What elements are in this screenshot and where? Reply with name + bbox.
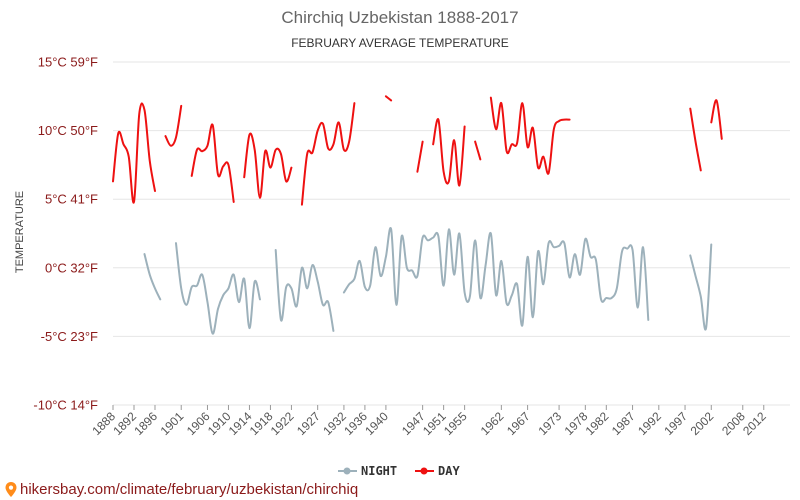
series-night-line — [689, 243, 713, 331]
series-day-line — [300, 102, 356, 206]
legend-night-marker — [343, 467, 351, 475]
y-tick-label: -5°C 23°F — [41, 329, 98, 344]
series-day-line — [416, 140, 424, 173]
series-day-line — [710, 99, 723, 140]
legend-night-label: NIGHT — [361, 464, 397, 478]
series-day-line — [164, 104, 183, 147]
series-day — [112, 95, 723, 206]
series-day-line — [474, 140, 482, 161]
x-tick-label: 1973 — [535, 409, 564, 438]
series-day-line — [384, 95, 393, 102]
series-night-line — [143, 253, 162, 301]
x-tick-label: 1962 — [478, 409, 507, 438]
series-night-line — [342, 226, 650, 327]
x-tick-label: 2002 — [688, 409, 717, 438]
location-pin-icon — [5, 482, 17, 497]
grid — [113, 61, 790, 406]
source-url[interactable]: hikersbay.com/climate/february/uzbekista… — [20, 481, 358, 498]
plot-area — [112, 95, 723, 335]
y-tick-label: 10°C 50°F — [38, 123, 98, 138]
chart-title: Chirchiq Uzbekistan 1888-2017 — [281, 8, 518, 27]
x-tick-label: 1955 — [441, 409, 470, 438]
series-day-line — [112, 102, 156, 204]
x-tick-label: 1927 — [294, 409, 323, 438]
series-night-line — [274, 248, 335, 332]
y-tick-label: 5°C 41°F — [45, 192, 98, 207]
series-day-line — [489, 96, 571, 175]
series-night-line — [174, 242, 261, 335]
legend: NIGHT DAY — [338, 464, 460, 478]
y-axis-label: TEMPERATURE — [14, 191, 26, 273]
legend-day-marker — [420, 467, 428, 475]
legend-day-label: DAY — [438, 464, 460, 478]
chart-subtitle: FEBRUARY AVERAGE TEMPERATURE — [291, 36, 509, 50]
x-tick-label: 1967 — [504, 409, 533, 438]
y-axis: 15°C 59°F 10°C 50°F 5°C 41°F 0°C 32°F -5°C 2… — [33, 55, 98, 413]
y-tick-label: 15°C 59°F — [38, 55, 98, 70]
legend-item-night[interactable]: NIGHT — [338, 464, 397, 478]
source-link[interactable]: hikersbay.com/climate/february/uzbekista… — [5, 481, 359, 498]
y-tick-label: 0°C 32°F — [45, 260, 98, 275]
x-tick-label: 1922 — [268, 409, 297, 438]
x-tick-label: 2012 — [740, 409, 769, 438]
x-tick-label: 1901 — [158, 409, 187, 438]
legend-item-day[interactable]: DAY — [415, 464, 460, 478]
series-day-line — [190, 123, 235, 203]
x-tick-label: 1987 — [609, 409, 638, 438]
x-axis: 1888189218961901190619101914191819221927… — [89, 405, 769, 438]
x-tick-label: 1992 — [635, 409, 664, 438]
x-tick-label: 1896 — [131, 409, 160, 438]
x-tick-label: 1982 — [583, 409, 612, 438]
series-day-line — [689, 107, 702, 172]
x-tick-label: 1940 — [362, 409, 391, 438]
y-tick-label: -10°C 14°F — [33, 398, 98, 413]
series-night — [143, 226, 713, 335]
series-day-line — [432, 118, 466, 187]
series-day-line — [243, 132, 293, 199]
x-tick-label: 1997 — [661, 409, 690, 438]
